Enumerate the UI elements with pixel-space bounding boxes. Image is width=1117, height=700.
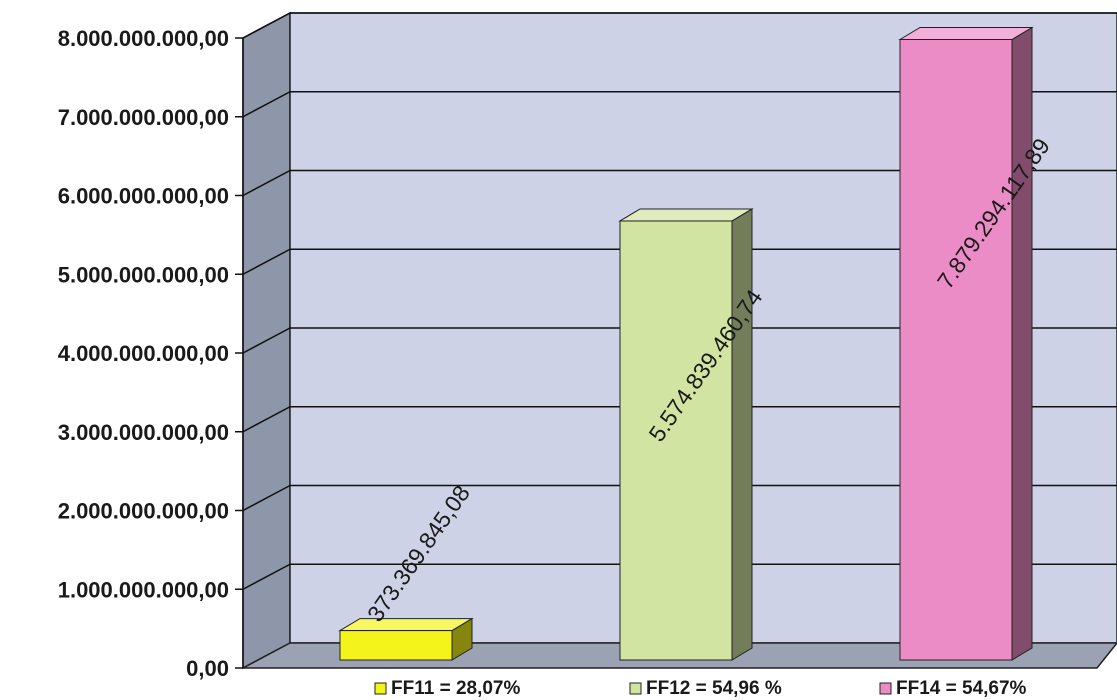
bar-top <box>618 208 754 222</box>
y-tick-label: 0,00 <box>186 656 229 681</box>
legend-swatch <box>629 682 642 695</box>
gridline-side <box>242 406 291 433</box>
legend-swatch <box>879 682 892 695</box>
bar-top <box>338 618 474 632</box>
y-tick-label: 1.000.000.000,00 <box>58 577 229 602</box>
bar-top <box>898 27 1034 41</box>
bar-front <box>619 220 733 661</box>
gridline-side <box>242 248 291 275</box>
legend-swatch <box>374 682 387 695</box>
legend-label: FF14 = 54,67% <box>896 678 1027 699</box>
gridline-side <box>242 12 291 39</box>
y-tick-label: 8.000.000.000,00 <box>58 26 229 51</box>
gridline-side <box>242 563 291 590</box>
bar-front <box>899 39 1013 661</box>
bar-ff14 <box>898 26 1034 661</box>
gridline-side <box>242 169 291 197</box>
bar-side <box>731 208 753 661</box>
y-tick-label: 7.000.000.000,00 <box>58 105 229 130</box>
gridline-side <box>242 484 291 512</box>
legend-item: FF11 = 28,07% <box>374 678 520 699</box>
legend-label: FF11 = 28,07% <box>391 678 520 699</box>
bar-front <box>339 630 453 661</box>
legend-item: FF12 = 54,96 % <box>629 678 782 699</box>
legend-item: FF14 = 54,67% <box>879 678 1027 699</box>
bar-side <box>1011 26 1033 661</box>
y-tick-label: 4.000.000.000,00 <box>58 341 229 366</box>
y-tick-label: 5.000.000.000,00 <box>58 262 229 287</box>
legend-label: FF12 = 54,96 % <box>646 678 782 699</box>
y-tick-label: 3.000.000.000,00 <box>58 420 229 445</box>
y-tick-label: 2.000.000.000,00 <box>58 499 229 524</box>
bar-ff12 <box>618 208 754 661</box>
gridline-side <box>242 91 291 118</box>
gridline-side <box>242 327 291 354</box>
y-tick-label: 6.000.000.000,00 <box>58 184 229 209</box>
bar-ff11 <box>338 617 474 661</box>
